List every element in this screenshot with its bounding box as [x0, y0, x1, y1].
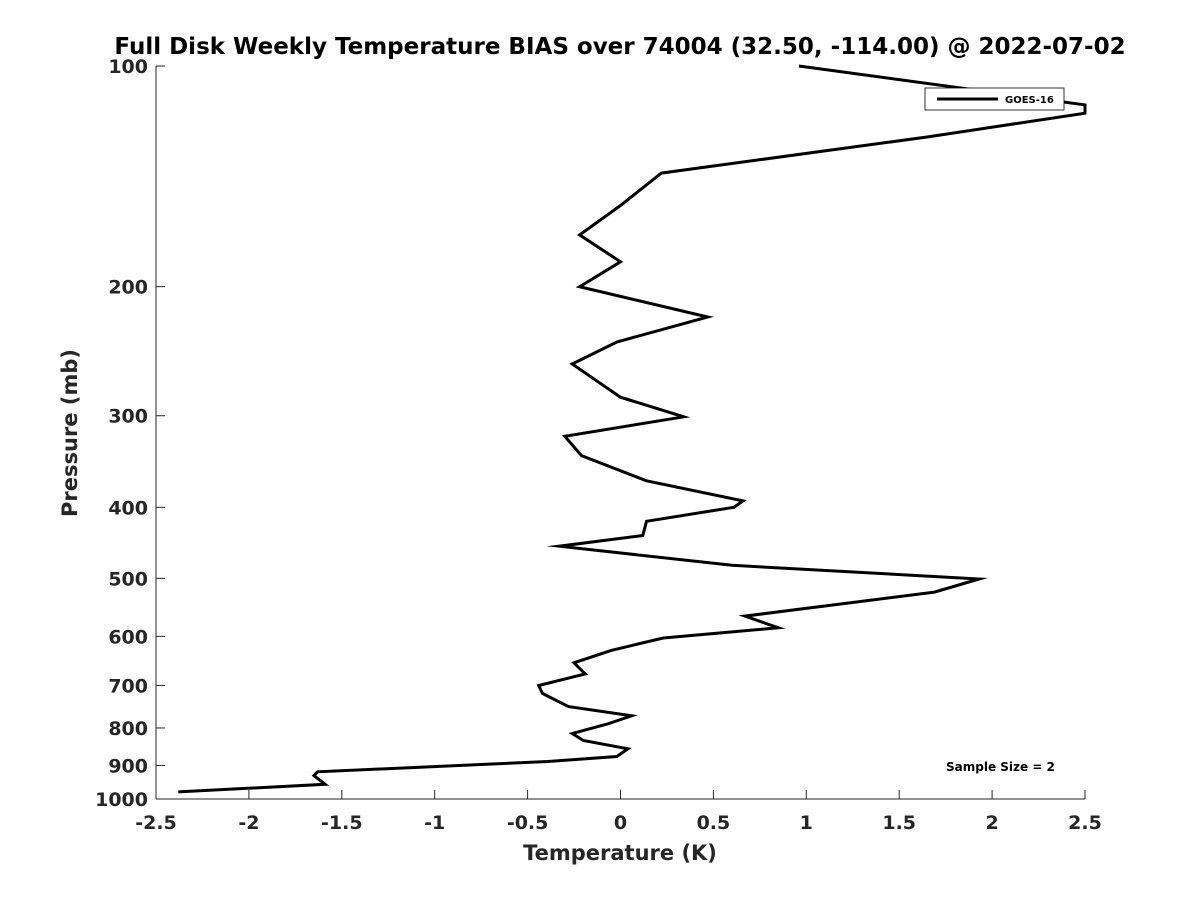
x-tick-label: -0.5 [507, 812, 549, 834]
y-tick-label: 600 [108, 626, 148, 648]
y-tick-label: 400 [108, 497, 148, 519]
y-tick-label: 1000 [95, 789, 148, 811]
x-tick-label: 0 [614, 812, 627, 834]
y-tick-label: 900 [108, 755, 148, 777]
x-tick-label: 2.5 [1068, 812, 1102, 834]
x-tick-label: -1.5 [321, 812, 363, 834]
series-line-goes-16 [178, 64, 1087, 794]
y-tick-label: 300 [108, 406, 148, 428]
y-tick-label: 500 [108, 568, 148, 590]
y-tick-label: 200 [108, 277, 148, 299]
x-tick-label: 1.5 [882, 812, 916, 834]
y-tick-label: 800 [108, 718, 148, 740]
x-tick-label: -2 [238, 812, 259, 834]
x-tick-label: 2 [985, 812, 998, 834]
y-tick-label: 100 [108, 56, 148, 78]
chart-title: Full Disk Weekly Temperature BIAS over 7… [114, 34, 1125, 60]
x-tick-label: -2.5 [135, 812, 177, 834]
sample-size-annotation: Sample Size = 2 [946, 760, 1055, 774]
x-tick-label: 0.5 [697, 812, 731, 834]
y-tick-label: 700 [108, 675, 148, 697]
x-axis-ticks: -2.5 -2 -1.5 -1 -0.5 0 0.5 1 1.5 2 2.5 [135, 790, 1102, 834]
legend: GOES-16 [924, 87, 1065, 111]
legend-label: GOES-16 [1005, 95, 1054, 106]
x-axis-label: Temperature (K) [523, 841, 717, 865]
y-axis-ticks: 100 200 300 400 500 600 700 800 900 1000 [95, 56, 165, 811]
y-axis-label: Pressure (mb) [58, 349, 82, 517]
series-layer [178, 64, 1087, 794]
x-tick-label: -1 [424, 812, 445, 834]
x-tick-label: 1 [800, 812, 813, 834]
